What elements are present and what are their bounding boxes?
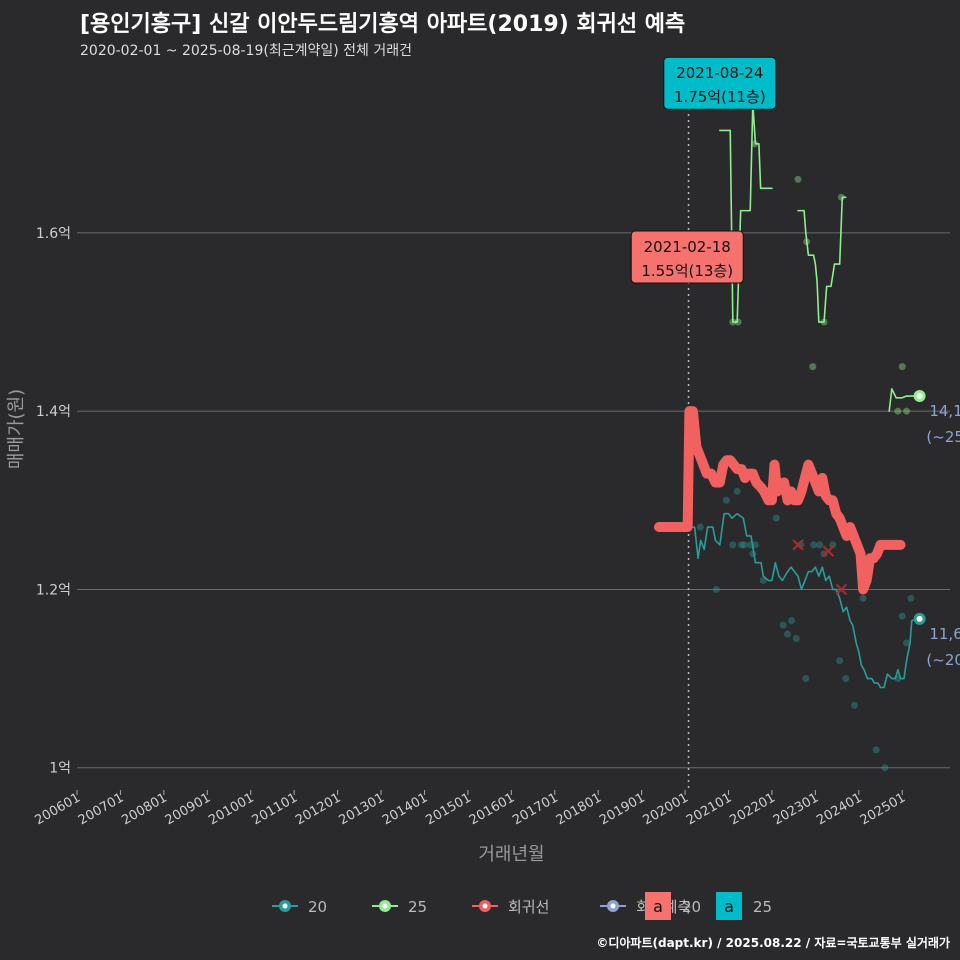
callout-price: 1.75억(11층) xyxy=(674,88,766,106)
end-area-label: (~20㎡) xyxy=(926,651,960,669)
y-tick-label: 1.6억 xyxy=(36,226,71,242)
regression-line xyxy=(654,406,906,595)
scatter-point xyxy=(779,621,787,629)
x-tick-label: 201501 xyxy=(423,790,473,828)
scatter-point xyxy=(722,496,730,504)
scatter-point xyxy=(816,541,824,549)
legend-label: 25 xyxy=(408,898,427,916)
x-tick-label: 202001 xyxy=(641,790,691,828)
x-tick-label: 201101 xyxy=(250,790,300,828)
scatter-point xyxy=(729,541,737,549)
scatter-point xyxy=(794,175,802,183)
scatter-point xyxy=(850,701,858,709)
legend-key-center xyxy=(610,903,616,909)
chart-title: [용인기흥구] 신갈 이안두드림기흥역 아파트(2019) 회귀선 예측 xyxy=(80,12,686,37)
scatter-point xyxy=(759,577,767,585)
scatter-point xyxy=(738,541,746,549)
legend-box-glyph: a xyxy=(724,897,734,916)
scatter-point xyxy=(898,612,906,620)
scatter-point xyxy=(859,594,867,602)
legend-key-center xyxy=(282,903,288,909)
source-caption: ©디아파트(dapt.kr) / 2025.08.22 / 자료=국토교통부 실… xyxy=(596,936,950,950)
legend-label: 회귀선 xyxy=(508,898,549,916)
scatter-point xyxy=(810,541,818,549)
scatter-point xyxy=(842,675,850,683)
scatter-point xyxy=(751,541,759,549)
x-tick-label: 201301 xyxy=(337,790,387,828)
excluded-mark xyxy=(822,545,835,557)
scatter-point xyxy=(802,675,810,683)
scatter-point xyxy=(751,140,759,148)
callout-date: 2021-02-18 xyxy=(644,238,731,256)
scatter-point xyxy=(772,514,780,522)
scatter-point xyxy=(837,193,845,201)
legend-box xyxy=(716,892,742,920)
legend-box-glyph: a xyxy=(653,897,663,916)
legend-box xyxy=(645,892,671,920)
scatter-point xyxy=(740,541,748,549)
y-tick-label: 1.4억 xyxy=(36,404,71,420)
scatter-point xyxy=(809,363,817,371)
x-tick-label: 201401 xyxy=(380,790,430,828)
x-tick-label: 202501 xyxy=(858,790,908,828)
scatter-point xyxy=(836,657,844,665)
scatter-point xyxy=(792,634,800,642)
x-tick-label: 201201 xyxy=(293,790,343,828)
chart-subtitle: 2020-02-01 ~ 2025-08-19(최근계약일) 전체 거래건 xyxy=(80,43,412,59)
x-tick-label: 200901 xyxy=(163,790,213,828)
legend-key-center xyxy=(482,903,488,909)
x-tick-label: 201601 xyxy=(467,790,517,828)
scatter-point xyxy=(784,630,792,638)
scatter-point xyxy=(898,363,906,371)
scatter-point xyxy=(903,407,911,415)
scatter-point xyxy=(907,594,915,602)
excluded-mark xyxy=(835,583,848,596)
x-tick-label: 202101 xyxy=(684,790,734,828)
scatter-point xyxy=(696,523,704,531)
legend-key-center xyxy=(382,903,388,909)
scatter-point xyxy=(829,541,837,549)
scatter-point xyxy=(881,764,889,772)
series-line-25c xyxy=(888,388,921,412)
scatter-point xyxy=(820,550,828,558)
legend-label: 20 xyxy=(308,898,327,916)
x-axis-label: 거래년월 xyxy=(478,844,544,865)
scatter-point xyxy=(903,639,911,647)
scatter-point xyxy=(712,585,720,593)
scatter-point xyxy=(733,487,741,495)
x-tick-label: 201001 xyxy=(206,790,256,828)
end-value-label: 14,167 xyxy=(929,402,960,420)
end-point-center xyxy=(916,615,923,622)
callout-price: 1.55억(13층) xyxy=(641,262,733,280)
x-tick-label: 200801 xyxy=(119,790,169,828)
end-value-label: 11,667 xyxy=(929,625,960,643)
legend-box-label: 20 xyxy=(682,898,701,916)
x-tick-label: 201801 xyxy=(554,790,604,828)
y-axis-label: 매매가(원) xyxy=(6,389,27,469)
callout-date: 2021-08-24 xyxy=(676,64,763,82)
x-tick-label: 200701 xyxy=(76,790,126,828)
end-point-center xyxy=(916,393,923,400)
legend-box-label: 25 xyxy=(753,898,772,916)
excluded-mark xyxy=(792,539,804,551)
scatter-point xyxy=(787,617,795,625)
x-tick-label: 201701 xyxy=(510,790,560,828)
callout-box xyxy=(630,230,744,284)
callout-box xyxy=(663,56,777,110)
y-tick-label: 1억 xyxy=(49,761,71,777)
x-tick-label: 202201 xyxy=(727,790,777,828)
x-tick-label: 202401 xyxy=(814,790,864,828)
end-area-label: (~25㎡) xyxy=(926,428,960,446)
scatter-point xyxy=(734,318,742,326)
scatter-point xyxy=(894,407,902,415)
scatter-point xyxy=(872,746,880,754)
x-tick-label: 200601 xyxy=(33,790,83,828)
x-tick-label: 201901 xyxy=(597,790,647,828)
series-line-20 xyxy=(688,512,921,689)
y-tick-label: 1.2억 xyxy=(36,582,71,598)
x-tick-label: 202301 xyxy=(771,790,821,828)
series-line-25b xyxy=(797,196,847,323)
series-line-25 xyxy=(719,102,773,323)
